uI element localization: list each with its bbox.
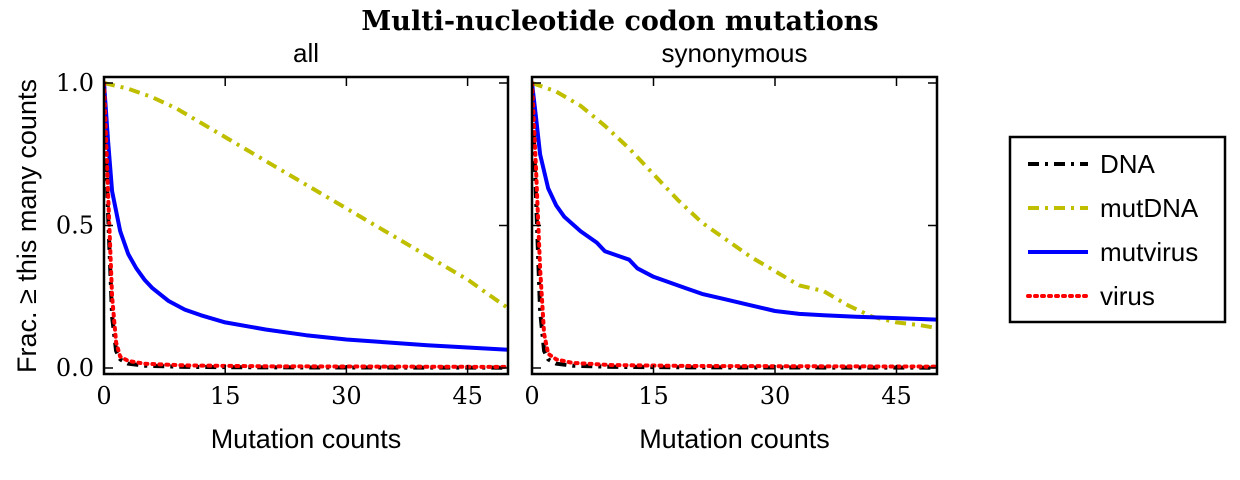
- x-tick-label: 30: [331, 382, 362, 410]
- legend-label-mutvirus: mutvirus: [1100, 237, 1198, 267]
- x-tick-label: 45: [881, 382, 912, 410]
- series-line-virus: [532, 81, 937, 369]
- panel-title: synonymous: [662, 38, 808, 68]
- plot-frame: [102, 75, 510, 376]
- x-tick-label: 15: [210, 382, 241, 410]
- plot-frame: [530, 75, 939, 376]
- series-line-mutvirus: [532, 82, 937, 322]
- x-axis-label: Mutation counts: [639, 424, 830, 454]
- series-line-mutvirus: [104, 82, 508, 352]
- y-tick-label: 0.0: [56, 354, 94, 382]
- x-tick-label: 45: [452, 382, 483, 410]
- y-tick-label: 0.5: [56, 212, 94, 240]
- y-axis-label: Frac. ≥ this many counts: [12, 79, 42, 373]
- x-tick-label: 0: [524, 382, 539, 410]
- series-line-mutDNA: [104, 81, 508, 310]
- y-tick-label: 1.0: [56, 69, 94, 97]
- series-line-DNA: [532, 82, 937, 370]
- series-line-virus: [104, 81, 508, 369]
- panel-synonymous: synonymous 0 15 30 45 Mutation counts: [524, 38, 939, 454]
- figure-title: Multi-nucleotide codon mutations: [361, 6, 878, 37]
- panel-all: all 0 15 30 45 0.0 0.5 1.0 Mutation counts: [56, 38, 510, 454]
- legend-label-DNA: DNA: [1100, 149, 1156, 179]
- panel-title: all: [293, 38, 319, 68]
- series-line-DNA: [104, 82, 508, 370]
- legend-label-virus: virus: [1100, 281, 1155, 311]
- legend: DNA mutDNA mutvirus virus: [1008, 135, 1227, 324]
- x-tick-label: 0: [96, 382, 111, 410]
- x-axis-label: Mutation counts: [211, 424, 402, 454]
- x-tick-label: 15: [638, 382, 669, 410]
- legend-box: [1008, 135, 1227, 324]
- x-tick-label: 30: [760, 382, 791, 410]
- legend-label-mutDNA: mutDNA: [1100, 193, 1199, 223]
- series-line-mutDNA: [532, 81, 937, 331]
